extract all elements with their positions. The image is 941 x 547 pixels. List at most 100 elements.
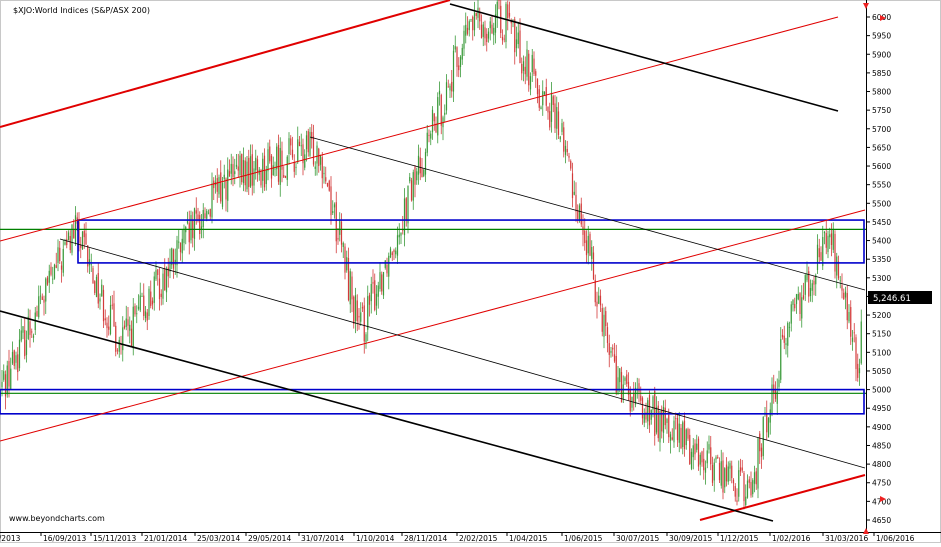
candle-body [94,281,96,293]
channel-black-lower [59,238,866,469]
candle-body [20,330,22,341]
x-tick-label: 1/04/2015 [509,534,548,543]
candle-body [766,413,768,433]
candle-body [727,466,729,482]
x-tick-label: 31/07/2014 [301,534,344,543]
candle-body [384,260,386,268]
candle-body [104,318,106,321]
candle-body [822,237,824,267]
candle-body [53,264,56,279]
candle-body [837,261,840,279]
candle-body [794,304,796,309]
candle-body [461,47,463,60]
candle-body [809,287,812,296]
y-tick-label: 4650 [872,516,891,525]
candle-body [267,149,269,172]
candle-body [239,155,241,176]
candle-body [858,368,861,374]
candle-body [718,462,721,481]
candle-body [556,107,558,129]
candle-body [661,410,663,432]
candle-body [396,235,399,256]
candle-body [297,139,299,163]
candle-body [326,182,329,187]
candle-body [521,63,523,74]
candle-body [571,173,574,199]
candle-body [713,462,715,481]
candle-body [199,215,201,235]
x-tick-label: 1/06/2015 [564,534,603,543]
y-tick-label: 5350 [872,255,891,264]
candle-body [365,334,367,343]
x-tick-label: 1/10/2014 [356,534,395,543]
candle-body [619,368,621,383]
candle-body [801,297,803,319]
candle-body [752,480,754,495]
candle-body [783,335,785,343]
candle-body [244,160,246,186]
y-tick-label: 5750 [872,106,891,115]
candle-body [802,295,805,299]
candle-body [262,158,264,181]
candle-body [67,232,70,241]
candle-body [265,170,267,185]
candle-body [843,292,845,300]
candle-body [689,434,691,464]
candle-body [8,361,10,387]
candle-body [130,328,133,346]
candle-body [230,163,232,174]
y-tick-label: 4700 [872,497,891,506]
candle-body [115,325,117,352]
candle-body [276,146,278,170]
candle-body [375,293,378,306]
candle-body [449,85,451,91]
candle-body [200,226,203,230]
last-price-box [868,291,932,304]
candle-body [816,244,819,271]
candle-body [62,248,64,273]
candle-body [671,437,673,440]
candle-body [22,326,24,333]
candle-body [706,450,708,464]
candle-body [178,241,180,243]
candle-body [290,138,292,146]
candle-body [757,438,759,489]
candle-body [281,150,283,170]
candle-body [193,208,196,240]
overlays [0,0,866,522]
candle-body [662,407,665,433]
x-tick-label: 7/2013 [0,534,21,543]
candle-body [683,420,686,450]
candle-body [780,339,782,380]
candle-body [615,355,617,393]
candle-body [339,220,341,235]
candle-body [648,395,651,426]
candle-body [361,307,364,309]
candle-body [38,296,40,318]
candle-body [41,296,43,300]
candle-body [792,299,794,305]
candle-body [6,365,8,395]
candle-body [29,321,31,335]
candle-body [83,230,85,238]
candle-body [318,148,320,167]
candle-body [333,204,336,208]
candle-body [277,144,280,182]
candle-body [312,136,315,165]
x-tick-label: 1/12/2015 [720,534,759,543]
candle-body [790,304,792,324]
candle-body [64,242,66,245]
candle-body [468,21,470,31]
candle-body [176,240,178,266]
candle-body [592,252,595,280]
candle-body [573,191,575,195]
candle-body [834,233,836,272]
candle-body [13,350,15,366]
candle-body [500,5,502,34]
candle-body [102,289,105,322]
candle-body [356,300,358,322]
candle-body [87,245,89,267]
candle-body [715,457,717,460]
candle-body [172,249,175,269]
candle-body [417,155,420,175]
